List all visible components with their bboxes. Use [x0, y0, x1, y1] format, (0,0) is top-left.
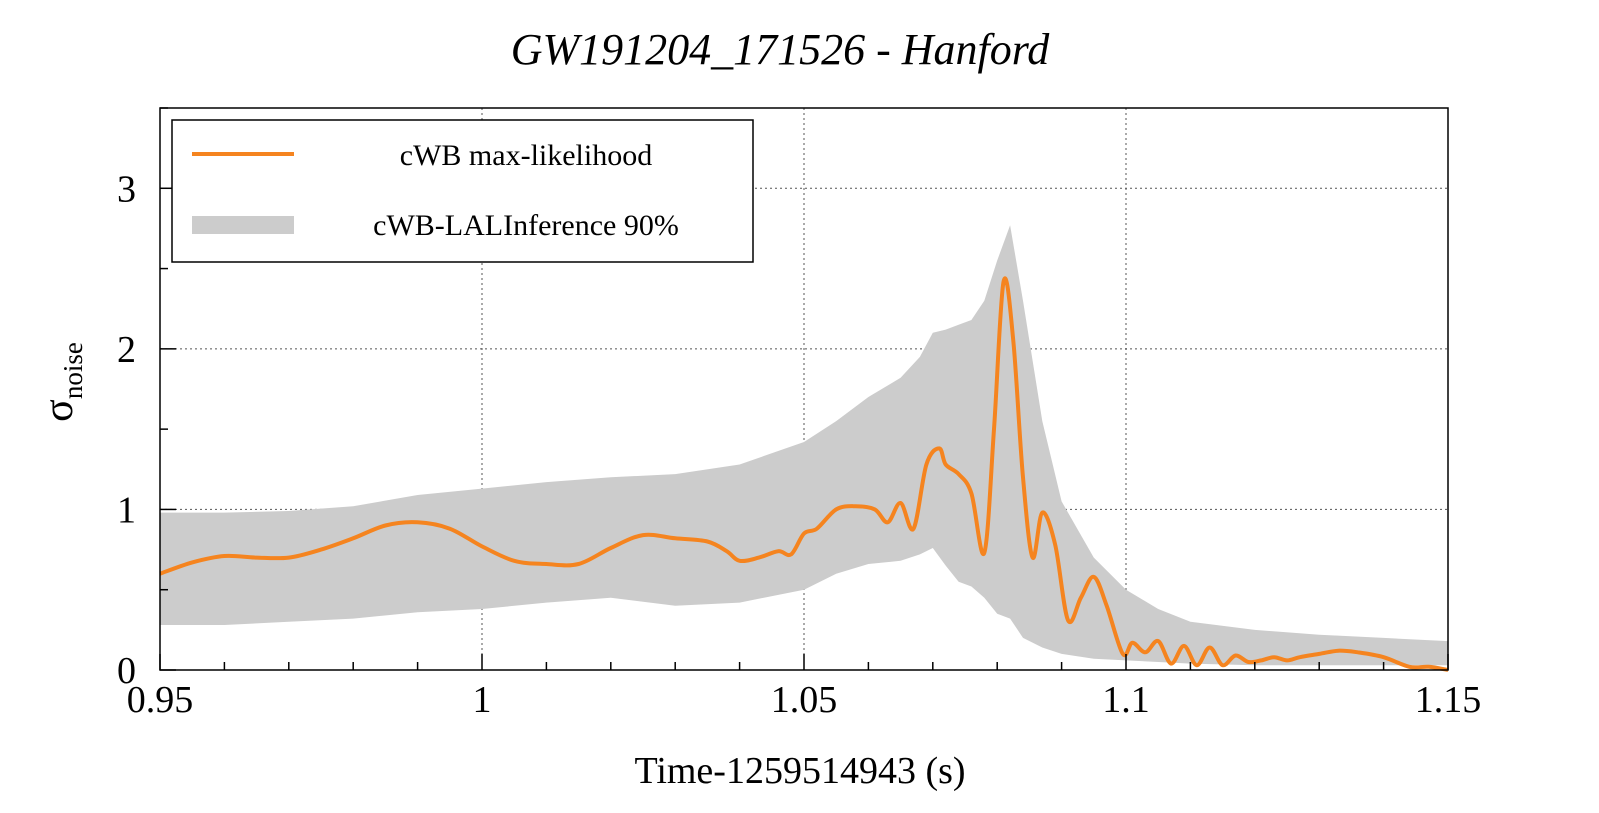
legend-label-band: cWB-LALInference 90%	[373, 209, 679, 242]
y-tick-label: 0	[117, 650, 136, 692]
axis-ticks	[159, 107, 1449, 671]
y-tick-label: 1	[117, 489, 136, 531]
y-tick-labels: 0 1 2 3	[117, 168, 136, 692]
x-tick-label: 1.05	[771, 679, 838, 721]
x-tick-label: 1.15	[1415, 679, 1482, 721]
y-axis-label-subscript: noise	[58, 342, 88, 399]
x-tick-label: 1.1	[1102, 679, 1150, 721]
legend-band-swatch	[192, 216, 294, 234]
max-likelihood-line	[159, 276, 1449, 672]
x-tick-label: 0.95	[127, 679, 194, 721]
x-tick-label: 1	[473, 679, 492, 721]
x-tick-labels: 0.95 1 1.05 1.1 1.15	[127, 679, 1482, 721]
y-tick-label: 3	[117, 168, 136, 210]
y-axis-label-symbol: σ	[36, 399, 82, 422]
y-tick-label: 2	[117, 329, 136, 371]
x-axis-label: Time-1259514943 (s)	[634, 750, 965, 792]
confidence-band	[160, 225, 1448, 666]
y-axis-label: σnoise	[36, 342, 88, 422]
legend: cWB max-likelihood cWB-LALInference 90%	[171, 119, 754, 263]
chart-title: GW191204_171526 - Hanford	[511, 25, 1051, 74]
legend-label-max-likelihood: cWB max-likelihood	[400, 139, 652, 172]
gridlines	[160, 108, 1448, 670]
legend-box	[171, 119, 754, 263]
